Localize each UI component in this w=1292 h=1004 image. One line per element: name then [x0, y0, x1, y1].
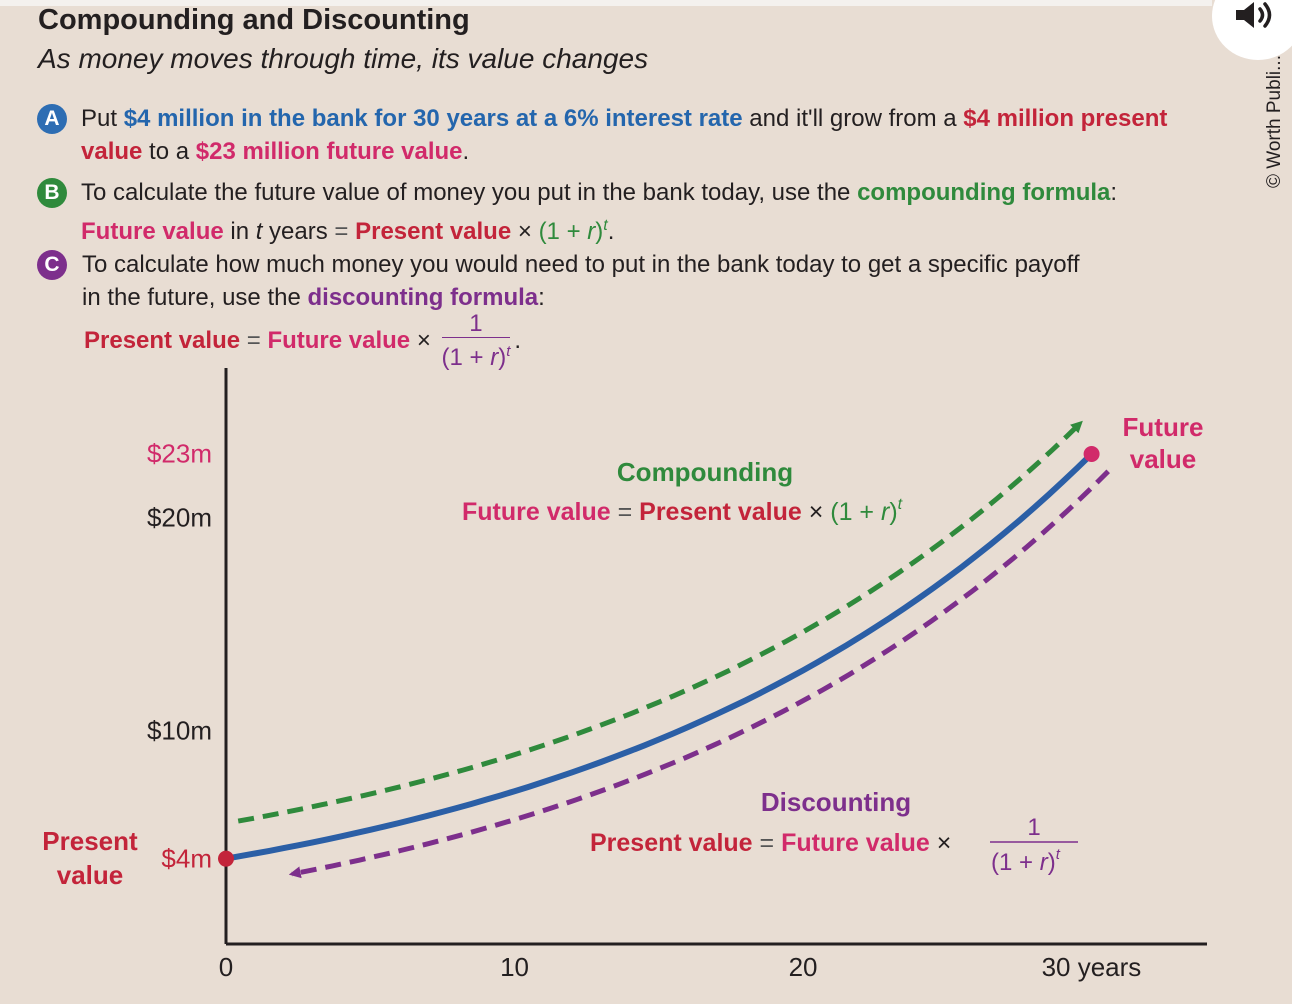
point-a-text: Put: [81, 105, 124, 132]
formula-present-value: Present value: [355, 218, 512, 245]
annotation-exponent-t: t: [898, 496, 903, 513]
x-tick-labels: 0 10 20 30 years: [219, 952, 1142, 982]
x-tick-label: 20: [789, 952, 818, 982]
formula-base: (1 +: [538, 218, 588, 245]
compounding-arrow: [237, 420, 1083, 824]
formula-r: r: [587, 218, 596, 245]
annotation-fraction-denominator: (1 + r)t: [991, 846, 1061, 876]
y-tick-labels: $4m $10m $20m $23m: [147, 438, 212, 873]
formula-times: ×: [511, 218, 539, 245]
formula-exponent-t: t: [603, 217, 608, 234]
denominator-base: (1 +: [441, 344, 491, 371]
point-a-line-1: Put $4 million in the bank for 30 years …: [81, 102, 1167, 135]
point-a-scenario: $4 million in the bank for 30 years at a…: [123, 105, 743, 132]
future-value-point: [1083, 445, 1100, 462]
speaker-button[interactable]: [1212, 0, 1292, 60]
badge-c: C: [37, 250, 67, 280]
annotation-times: ×: [930, 829, 952, 857]
future-value-label-line-2: value: [1130, 444, 1197, 474]
formula-future-value: Future value: [267, 326, 411, 354]
discounting-annotation-title: Discounting: [761, 787, 911, 817]
annotation-r: r: [881, 498, 891, 526]
page-subtitle: As money moves through time, its value c…: [38, 43, 649, 74]
annotation-times: ×: [802, 498, 831, 526]
speaker-volume-icon: [1236, 2, 1272, 28]
formula-text: in: [223, 218, 256, 245]
annotation-future-value: Future value: [462, 498, 611, 526]
point-c-text: :: [538, 284, 545, 311]
point-b-line-1: To calculate the future value of money y…: [81, 176, 1117, 209]
point-c-line-1: To calculate how much money you would ne…: [82, 248, 1080, 281]
y-tick-label: $10m: [147, 716, 212, 746]
formula-t: t: [255, 218, 263, 245]
point-a-present-value: value: [81, 138, 143, 165]
y-tick-label: $20m: [147, 502, 212, 532]
compounding-annotation-formula: Future value = Present value × (1 + r)t: [462, 496, 903, 526]
discounting-formula-label: discounting formula: [307, 284, 539, 311]
formula-period: .: [514, 326, 522, 354]
formula-fraction: 1 (1 + r)t: [441, 311, 511, 372]
annotation-present-value: Present value: [590, 829, 753, 857]
x-tick-label: 30 years: [1042, 952, 1142, 982]
badge-b: B: [37, 178, 67, 208]
denominator-close: ): [498, 344, 507, 371]
y-tick-label: $4m: [161, 844, 212, 874]
formula-period: .: [607, 218, 615, 245]
annotation-present-value: Present value: [639, 498, 802, 526]
discounting-annotation-formula: Present value = Future value ×: [590, 829, 951, 857]
badge-a: A: [37, 104, 67, 134]
point-a-future-value: $23 million future value: [195, 138, 463, 165]
point-c-text: in the future, use the: [82, 284, 308, 311]
formula-equals: =: [240, 326, 268, 354]
point-c-text: To calculate how much money you would ne…: [82, 251, 1080, 278]
present-value-label-line-1: Present: [42, 826, 138, 856]
page-title: Compounding and Discounting: [38, 4, 470, 36]
point-a-text: and it'll grow from a: [742, 105, 964, 132]
point-b-line-2: Future value in t years = Present value …: [81, 209, 614, 248]
formula-future-value: Future value: [81, 218, 224, 245]
x-tick-label: 10: [500, 952, 529, 982]
formula-times: ×: [410, 326, 438, 354]
discounting-arrow: [288, 469, 1110, 879]
annotation-equals: =: [753, 829, 782, 857]
annotation-den-base: (1 +: [991, 849, 1040, 876]
denominator-r: r: [490, 344, 499, 371]
compounding-formula-label: compounding formula: [857, 179, 1111, 206]
point-b-text: To calculate the future value of money y…: [81, 179, 858, 206]
present-value-label-line-2: value: [57, 860, 124, 890]
formula-close: ): [595, 218, 604, 245]
point-c-line-2: in the future, use the discounting formu…: [82, 281, 545, 314]
denominator-exponent-t: t: [506, 343, 511, 360]
annotation-base: (1 +: [830, 498, 881, 526]
annotation-fraction-numerator: 1: [1027, 814, 1040, 841]
annotation-equals: =: [611, 498, 640, 526]
top-bar: [0, 0, 1212, 6]
annotation-close: ): [889, 498, 897, 526]
annotation-den-exponent-t: t: [1056, 846, 1061, 863]
formula-text: years: [262, 218, 335, 245]
y-tick-label: $23m: [147, 438, 212, 468]
point-a-line-2: value to a $23 million future value.: [81, 135, 469, 168]
point-b-text: :: [1110, 179, 1118, 206]
point-a-present-value: $4 million present: [963, 105, 1168, 132]
annotation-den-close: ): [1048, 849, 1056, 876]
formula-equals: =: [334, 218, 349, 245]
x-tick-label: 0: [219, 952, 233, 982]
formula-present-value: Present value: [84, 326, 241, 354]
point-a-text: to a: [142, 138, 196, 165]
point-a-text: .: [462, 138, 470, 165]
compounding-annotation-title: Compounding: [617, 457, 793, 487]
present-value-point: [218, 850, 234, 867]
fraction-numerator: 1: [441, 311, 511, 338]
growth-curve-line: [223, 451, 1095, 862]
fraction-denominator: (1 + r)t: [442, 338, 511, 372]
annotation-den-r: r: [1040, 849, 1049, 876]
annotation-future-value: Future value: [781, 829, 930, 857]
discounting-formula: Present value = Future value × 1 (1 + r)t…: [84, 311, 521, 372]
future-value-label-line-1: Future: [1123, 412, 1204, 442]
